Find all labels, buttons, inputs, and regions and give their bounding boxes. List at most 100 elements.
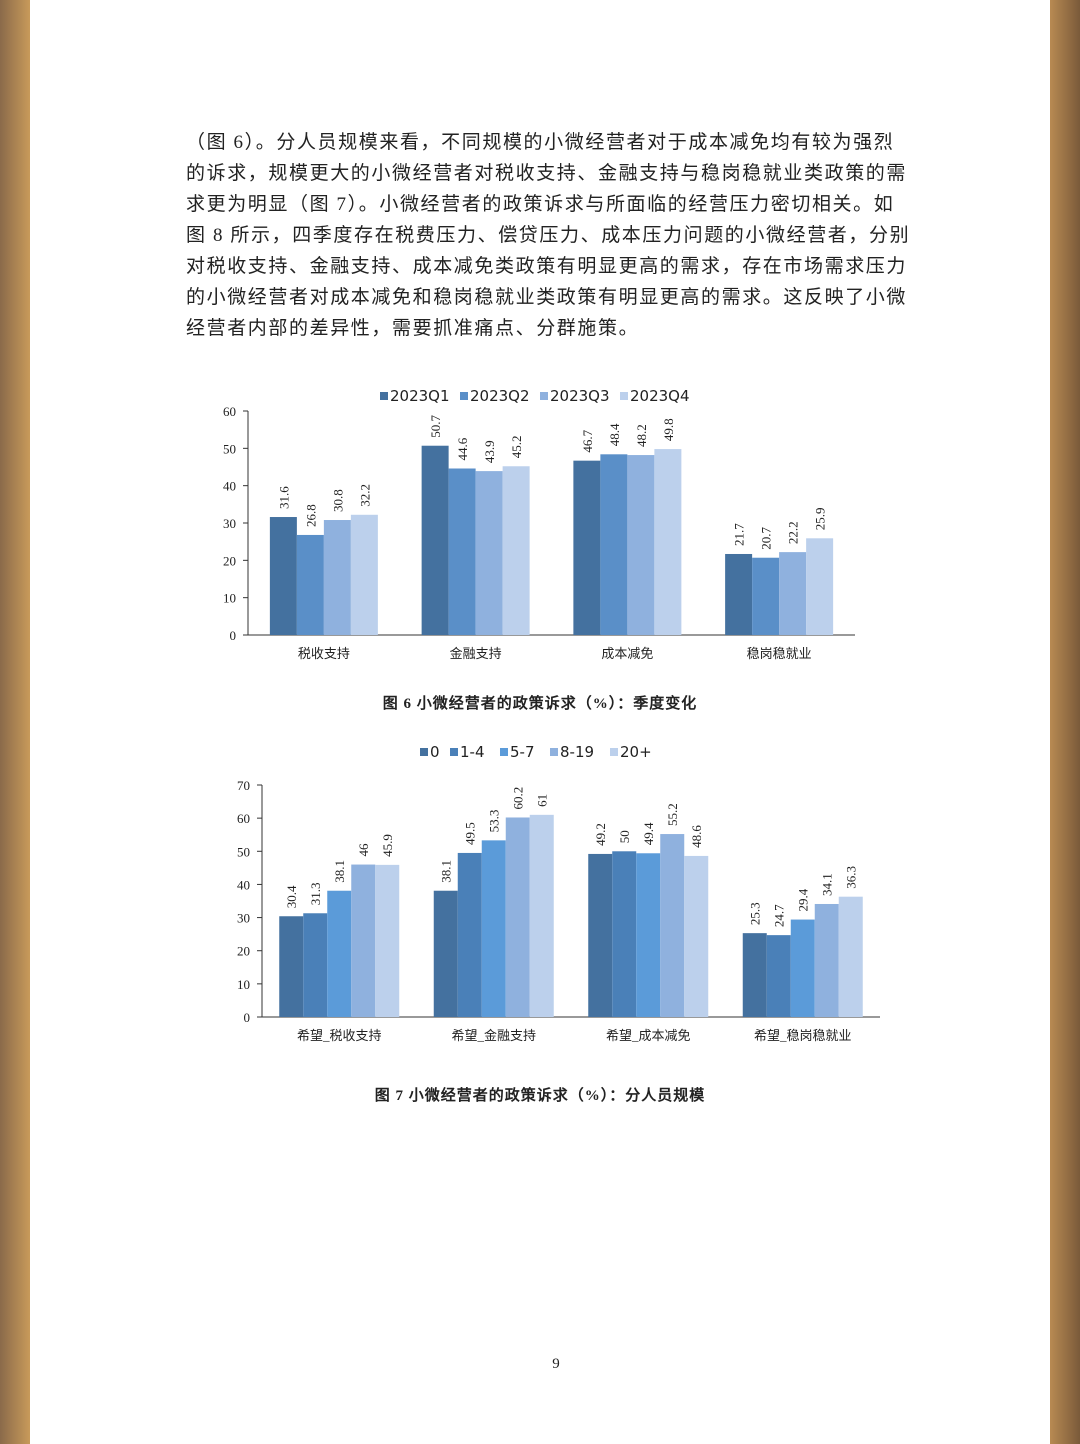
legend-label: 2023Q3: [550, 387, 610, 405]
legend-swatch: [420, 748, 428, 756]
legend-swatch: [620, 392, 628, 400]
legend-label: 2023Q1: [390, 387, 450, 405]
figure-caption: 图 7 小微经营者的政策诉求（%）：分人员规模: [375, 1086, 706, 1104]
bar: [636, 853, 661, 1017]
data-label: 25.3: [748, 902, 763, 925]
bar: [806, 538, 834, 635]
data-label: 25.9: [813, 508, 828, 531]
data-label: 45.9: [380, 834, 395, 857]
data-label: 36.3: [844, 866, 859, 889]
page: （图 6）。分人员规模来看，不同规模的小微经营者对于成本减免均有较为强烈 的诉求，…: [30, 10, 1050, 1435]
bar: [684, 855, 709, 1017]
legend-swatch: [540, 392, 548, 400]
bar: [303, 913, 328, 1017]
data-label: 46: [356, 843, 371, 857]
legend-swatch: [550, 748, 558, 756]
paragraph-line: 的小微经营者对成本减免和稳岗稳就业类政策有明显更高的需求。这反映了小微: [186, 287, 908, 308]
legend-label: 0: [430, 743, 440, 761]
data-label: 48.4: [607, 423, 622, 446]
data-label: 30.4: [284, 885, 299, 908]
data-label: 48.2: [634, 424, 649, 447]
data-label: 44.6: [455, 437, 470, 460]
x-tick-label: 稳岗稳就业: [747, 646, 812, 661]
bar: [279, 916, 304, 1017]
bar: [475, 471, 503, 635]
bar: [327, 890, 352, 1017]
data-label: 50: [617, 830, 632, 843]
legend-swatch: [450, 748, 458, 756]
bar: [814, 903, 839, 1017]
legend-label: 1-4: [460, 743, 485, 761]
y-tick-label: 60: [223, 404, 236, 419]
y-tick-label: 50: [223, 441, 236, 456]
y-tick-label: 10: [223, 591, 236, 606]
data-label: 29.4: [796, 888, 811, 911]
bar: [779, 552, 807, 635]
legend-label: 2023Q4: [630, 387, 690, 405]
data-label: 49.2: [593, 823, 608, 846]
bar: [296, 534, 324, 635]
paragraph-line: 图 8 所示，四季度存在税费压力、偿贷压力、成本压力问题的小微经营者，分别: [186, 225, 911, 246]
bar: [481, 840, 506, 1017]
legend-label: 5-7: [510, 743, 535, 761]
data-label: 48.6: [689, 825, 704, 848]
paragraph-line: 求更为明显（图 7）。小微经营者的政策诉求与所面临的经营压力密切相关。如: [186, 194, 895, 215]
bar: [421, 445, 449, 635]
data-label: 43.9: [482, 440, 497, 463]
legend-label: 20+: [620, 743, 652, 761]
data-label: 49.4: [641, 822, 656, 845]
figure-caption: 图 6 小微经营者的政策诉求（%）：季度变化: [383, 694, 698, 712]
paragraph-line: 经营者内部的差异性，需要抓准痛点、分群施策。: [186, 318, 640, 339]
data-label: 46.7: [580, 429, 595, 452]
bar: [375, 864, 400, 1017]
legend-label: 8-19: [560, 743, 594, 761]
y-tick-label: 60: [237, 811, 250, 826]
legend-swatch: [460, 392, 468, 400]
bar: [838, 896, 863, 1017]
bar: [505, 817, 530, 1017]
data-label: 38.1: [332, 860, 347, 883]
data-label: 20.7: [759, 526, 774, 549]
legend-swatch: [500, 748, 508, 756]
y-tick-label: 0: [244, 1010, 251, 1025]
data-label: 49.8: [661, 418, 676, 441]
y-tick-label: 30: [223, 516, 236, 531]
bar: [600, 454, 628, 635]
bar: [502, 466, 530, 635]
bar: [269, 517, 297, 635]
bar: [612, 851, 637, 1017]
paragraph-line: 对税收支持、金融支持、成本减免类政策有明显更高的需求，存在市场需求压力: [186, 256, 908, 277]
y-tick-label: 50: [237, 844, 250, 859]
y-tick-label: 70: [237, 778, 250, 793]
bar: [433, 890, 458, 1017]
data-label: 26.8: [303, 504, 318, 527]
data-label: 45.2: [509, 436, 524, 459]
data-label: 38.1: [439, 860, 454, 883]
bar: [752, 557, 780, 635]
bar: [351, 864, 376, 1017]
data-label: 60.2: [511, 787, 526, 810]
data-label: 30.8: [330, 489, 345, 512]
paragraph-line: （图 6）。分人员规模来看，不同规模的小微经营者对于成本减免均有较为强烈: [186, 132, 895, 153]
data-label: 31.3: [308, 883, 323, 906]
bar: [588, 853, 613, 1017]
bar: [654, 449, 682, 635]
x-tick-label: 金融支持: [450, 646, 502, 661]
x-tick-label: 成本减免: [601, 646, 653, 661]
bar: [725, 553, 753, 635]
y-tick-label: 0: [230, 628, 237, 643]
bar: [573, 460, 601, 635]
bar: [742, 933, 767, 1017]
data-label: 49.5: [463, 822, 478, 845]
x-tick-label: 希望_金融支持: [451, 1028, 536, 1043]
data-label: 34.1: [820, 873, 835, 896]
bar: [448, 468, 476, 635]
y-tick-label: 30: [237, 911, 250, 926]
bar: [790, 919, 815, 1017]
legend-swatch: [380, 392, 388, 400]
data-label: 31.6: [276, 486, 291, 509]
data-label: 32.2: [357, 484, 372, 507]
y-tick-label: 40: [223, 479, 236, 494]
data-label: 50.7: [428, 414, 443, 437]
